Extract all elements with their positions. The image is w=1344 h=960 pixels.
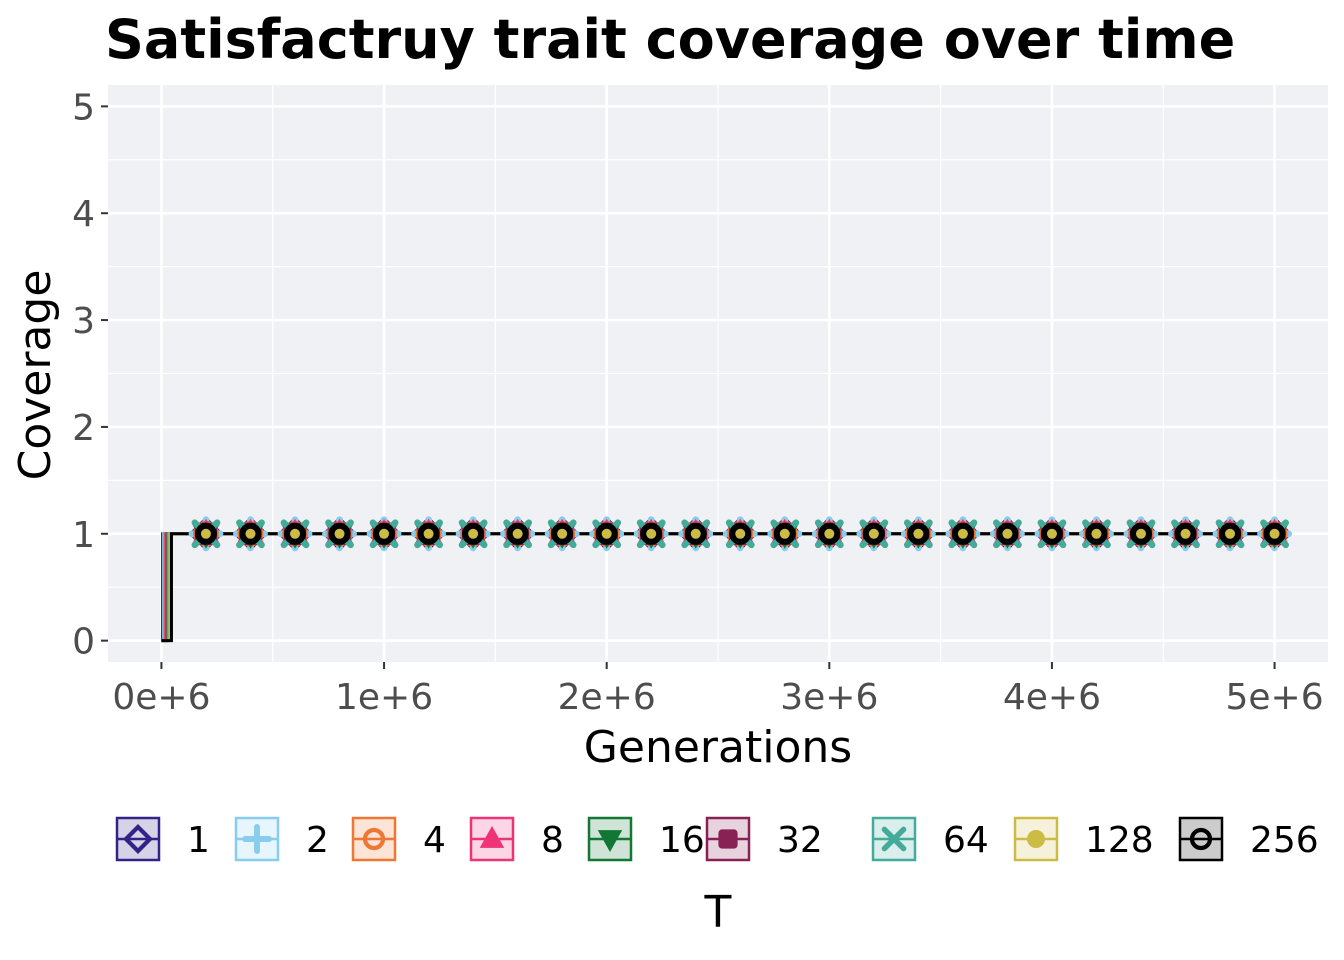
point-center-256 bbox=[200, 528, 211, 539]
point-center-256 bbox=[334, 528, 345, 539]
point-center-256 bbox=[1135, 528, 1146, 539]
legend-marker-32 bbox=[718, 829, 738, 849]
legend-label-1: 1 bbox=[187, 820, 210, 861]
legend-item-32: 32 bbox=[705, 816, 823, 862]
series-markers bbox=[188, 516, 1293, 552]
y-axis-ticks: 0 1 2 3 4 5 bbox=[72, 87, 108, 663]
legend-label-2: 2 bbox=[306, 820, 329, 861]
y-tick-label: 4 bbox=[72, 194, 95, 235]
legend-label-128: 128 bbox=[1085, 820, 1154, 861]
legend-item-128: 128 bbox=[1013, 816, 1154, 862]
legend-label-16: 16 bbox=[659, 820, 705, 861]
point-center-256 bbox=[1180, 528, 1191, 539]
point-center-256 bbox=[735, 528, 746, 539]
point-center-256 bbox=[957, 528, 968, 539]
point-center-256 bbox=[824, 528, 835, 539]
legend-marker-64 bbox=[881, 826, 907, 852]
point-center-256 bbox=[1091, 528, 1102, 539]
legend-item-2: 2 bbox=[234, 816, 329, 862]
point-center-256 bbox=[779, 528, 790, 539]
legend-item-4: 4 bbox=[351, 816, 446, 862]
x-axis-title: Generations bbox=[584, 722, 852, 773]
legend-marker-16 bbox=[597, 830, 623, 853]
y-axis-title: Coverage bbox=[10, 270, 61, 481]
legend-item-1: 1 bbox=[115, 816, 210, 862]
x-tick-label: 2e+6 bbox=[558, 677, 656, 718]
point-center-256 bbox=[557, 528, 568, 539]
x-tick-label: 5e+6 bbox=[1226, 677, 1324, 718]
point-center-256 bbox=[601, 528, 612, 539]
y-tick-label: 1 bbox=[72, 515, 95, 556]
point-center-256 bbox=[423, 528, 434, 539]
legend-marker-4 bbox=[362, 827, 386, 851]
legend-label-256: 256 bbox=[1250, 820, 1319, 861]
y-tick-label: 5 bbox=[72, 87, 95, 128]
legend-label-4: 4 bbox=[423, 820, 446, 861]
x-tick-label: 1e+6 bbox=[335, 677, 433, 718]
x-tick-label: 3e+6 bbox=[780, 677, 878, 718]
series-markers-256 bbox=[194, 522, 1286, 545]
legend-item-256: 256 bbox=[1178, 816, 1319, 862]
legend-marker-128 bbox=[1027, 830, 1045, 848]
chart-title: Satisfactruy trait coverage over time bbox=[105, 8, 1235, 71]
legend-item-16: 16 bbox=[587, 816, 705, 862]
point-center-256 bbox=[913, 528, 924, 539]
point-center-256 bbox=[1002, 528, 1013, 539]
point-center-256 bbox=[290, 528, 301, 539]
y-tick-label: 3 bbox=[72, 301, 95, 342]
legend-marker-2 bbox=[242, 824, 272, 854]
point-center-256 bbox=[379, 528, 390, 539]
x-axis-ticks: 0e+6 1e+6 2e+6 3e+6 4e+6 5e+6 bbox=[112, 662, 1324, 718]
legend-marker-1 bbox=[123, 824, 153, 854]
point-center-256 bbox=[1046, 528, 1057, 539]
x-tick-label: 4e+6 bbox=[1003, 677, 1101, 718]
legend-label-8: 8 bbox=[541, 820, 564, 861]
legend-marker-8 bbox=[479, 825, 505, 848]
point-center-256 bbox=[468, 528, 479, 539]
point-center-256 bbox=[1269, 528, 1280, 539]
point-center-256 bbox=[868, 528, 879, 539]
grid-lines bbox=[108, 85, 1328, 662]
point-center-256 bbox=[512, 528, 523, 539]
point-center-256 bbox=[646, 528, 657, 539]
legend-label-32: 32 bbox=[777, 820, 823, 861]
legend-item-8: 8 bbox=[469, 816, 564, 862]
legend: 1 2 4 8 16 32 64 128 256 bbox=[115, 816, 1319, 862]
x-tick-label: 0e+6 bbox=[112, 677, 210, 718]
legend-label-64: 64 bbox=[943, 820, 989, 861]
point-center-256 bbox=[245, 528, 256, 539]
point-center-256 bbox=[1225, 528, 1236, 539]
y-tick-label: 0 bbox=[72, 622, 95, 663]
legend-title: T bbox=[704, 887, 732, 938]
y-tick-label: 2 bbox=[72, 408, 95, 449]
point-center-256 bbox=[690, 528, 701, 539]
legend-item-64: 64 bbox=[871, 816, 989, 862]
legend-marker-256 bbox=[1189, 827, 1213, 851]
